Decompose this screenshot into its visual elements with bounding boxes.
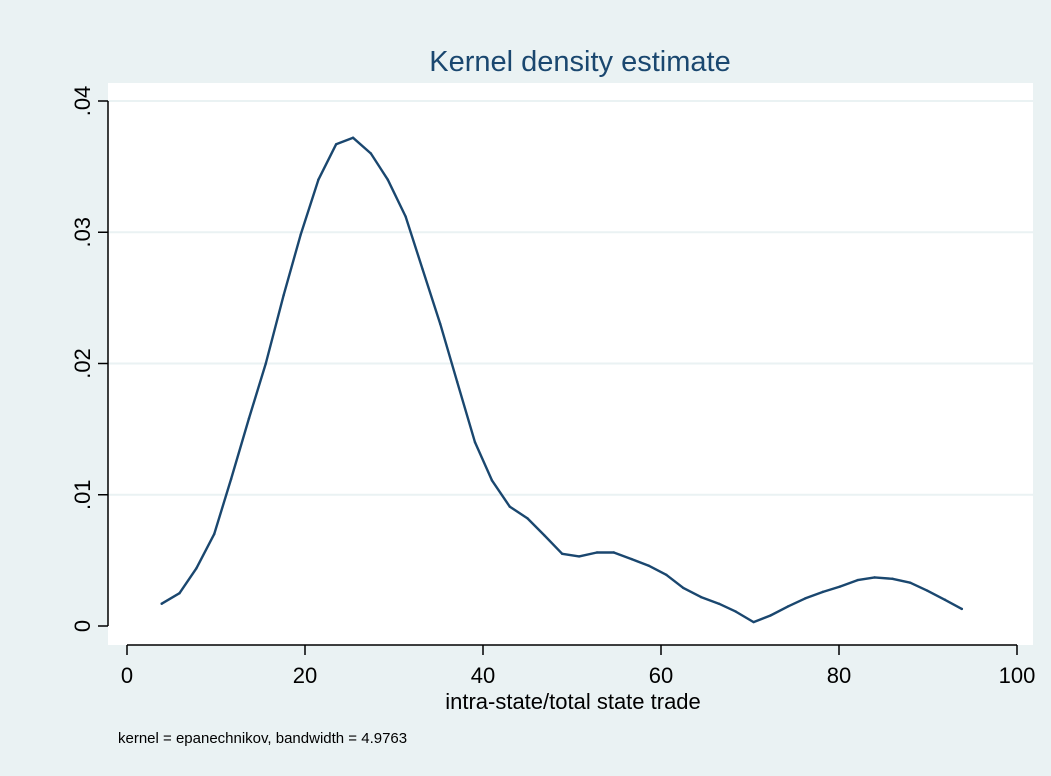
y-tick-label: .02 <box>70 348 95 379</box>
x-tick-label: 60 <box>649 663 673 688</box>
density-point <box>734 610 737 613</box>
x-tick-label: 0 <box>121 663 133 688</box>
density-point <box>317 178 320 181</box>
series <box>160 136 964 624</box>
density-point <box>682 586 685 590</box>
density-point <box>891 577 894 580</box>
density-point <box>178 591 181 595</box>
density-point <box>490 479 494 482</box>
density-point <box>960 607 964 611</box>
density-point <box>717 602 721 605</box>
density-point <box>526 517 529 520</box>
density-point <box>334 143 338 146</box>
density-point <box>299 233 302 237</box>
density-point <box>803 597 807 600</box>
x-tick-label: 40 <box>471 663 495 688</box>
density-point <box>909 581 912 584</box>
y-tick-label: 0 <box>70 620 95 632</box>
density-point <box>699 595 703 599</box>
ticks: 0 20 40 60 80 100 0 .01 .02 .03 .04 <box>70 86 1035 688</box>
density-point <box>595 551 599 554</box>
density-point <box>160 602 163 605</box>
density-point <box>873 576 876 579</box>
density-point <box>421 267 424 271</box>
x-tick-label: 20 <box>293 663 317 688</box>
density-point <box>351 136 355 139</box>
density-point <box>369 152 373 155</box>
density-point <box>195 567 198 570</box>
density-point <box>264 362 268 365</box>
density-point <box>665 573 668 577</box>
density-point <box>282 294 285 297</box>
density-point <box>821 590 825 594</box>
density-point <box>787 605 790 608</box>
density-point <box>404 215 407 218</box>
density-point <box>769 614 772 617</box>
x-tick-label: 80 <box>827 663 851 688</box>
density-point <box>856 578 859 582</box>
y-tick-label: .03 <box>70 217 95 248</box>
density-point <box>752 620 755 624</box>
density-point <box>647 564 650 567</box>
density-point <box>630 557 633 561</box>
density-point <box>838 585 842 588</box>
density-point <box>925 589 929 592</box>
density-point <box>543 534 546 537</box>
density-point <box>508 505 511 508</box>
density-point <box>577 555 581 558</box>
density-point <box>473 441 477 444</box>
density-point <box>439 322 442 326</box>
density-point <box>247 417 251 420</box>
density-point <box>213 532 216 536</box>
x-axis-label: intra-state/total state trade <box>445 689 701 714</box>
y-tick-label: .04 <box>70 86 95 117</box>
grid-lines <box>108 100 1033 496</box>
density-point <box>229 477 233 481</box>
density-point <box>455 380 459 384</box>
density-point <box>561 552 564 556</box>
density-point <box>943 598 947 601</box>
chart-title: Kernel density estimate <box>429 46 730 78</box>
y-tick-label: .01 <box>70 479 95 510</box>
x-tick-label: 100 <box>999 663 1036 688</box>
density-point <box>612 551 616 554</box>
density-point <box>386 178 389 181</box>
chart-note: kernel = epanechnikov, bandwidth = 4.976… <box>118 730 407 747</box>
